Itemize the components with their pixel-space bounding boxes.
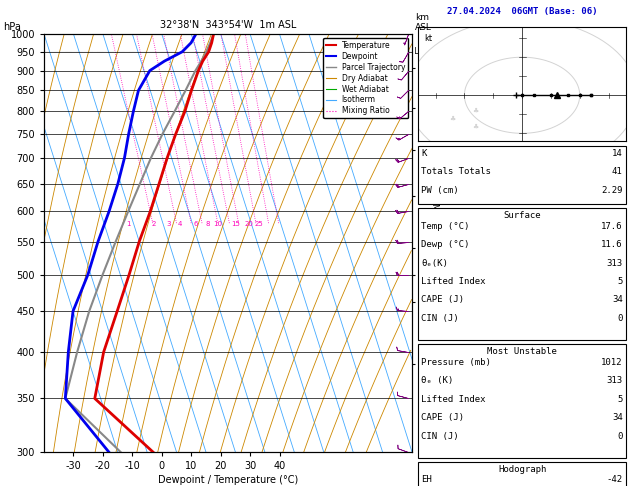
Text: Lifted Index: Lifted Index <box>421 395 486 404</box>
Text: 5: 5 <box>617 395 623 404</box>
Text: 17.6: 17.6 <box>601 222 623 231</box>
Text: CAPE (J): CAPE (J) <box>421 413 464 422</box>
Text: LCL: LCL <box>412 47 428 56</box>
Legend: Temperature, Dewpoint, Parcel Trajectory, Dry Adiabat, Wet Adiabat, Isotherm, Mi: Temperature, Dewpoint, Parcel Trajectory… <box>323 38 408 119</box>
Text: 1: 1 <box>126 221 131 227</box>
Text: 14: 14 <box>612 149 623 158</box>
Text: 25: 25 <box>255 221 264 227</box>
Text: 6: 6 <box>194 221 198 227</box>
Text: CIN (J): CIN (J) <box>421 314 459 323</box>
Text: 313: 313 <box>606 259 623 268</box>
Text: $\clubsuit$: $\clubsuit$ <box>449 113 457 123</box>
Text: 8: 8 <box>206 221 210 227</box>
Text: Lifted Index: Lifted Index <box>421 277 486 286</box>
Text: Most Unstable: Most Unstable <box>487 347 557 356</box>
Text: 4: 4 <box>177 221 182 227</box>
Text: 3: 3 <box>166 221 171 227</box>
Text: 2.29: 2.29 <box>601 186 623 195</box>
Text: 2: 2 <box>151 221 155 227</box>
Text: EH: EH <box>421 475 432 485</box>
Text: 34: 34 <box>612 413 623 422</box>
Text: K: K <box>421 149 427 158</box>
Text: 27.04.2024  06GMT (Base: 06): 27.04.2024 06GMT (Base: 06) <box>447 7 598 17</box>
Text: Temp (°C): Temp (°C) <box>421 222 470 231</box>
Text: 41: 41 <box>612 167 623 176</box>
Text: -42: -42 <box>606 475 623 485</box>
Text: km
ASL: km ASL <box>415 13 432 32</box>
Text: 10: 10 <box>213 221 222 227</box>
Text: CAPE (J): CAPE (J) <box>421 295 464 305</box>
Text: θₑ(K): θₑ(K) <box>421 259 448 268</box>
Text: Surface: Surface <box>503 211 541 220</box>
Text: 0: 0 <box>617 314 623 323</box>
Title: 32°38'N  343°54'W  1m ASL: 32°38'N 343°54'W 1m ASL <box>160 20 296 31</box>
Text: PW (cm): PW (cm) <box>421 186 459 195</box>
Text: 1012: 1012 <box>601 358 623 367</box>
Text: kt: kt <box>424 35 432 43</box>
Text: 5: 5 <box>617 277 623 286</box>
Text: 313: 313 <box>606 376 623 385</box>
Text: $\clubsuit$: $\clubsuit$ <box>472 121 480 131</box>
X-axis label: Dewpoint / Temperature (°C): Dewpoint / Temperature (°C) <box>158 475 298 485</box>
Text: 34: 34 <box>612 295 623 305</box>
Text: Pressure (mb): Pressure (mb) <box>421 358 491 367</box>
Text: 0: 0 <box>617 432 623 441</box>
Text: CIN (J): CIN (J) <box>421 432 459 441</box>
Text: 11.6: 11.6 <box>601 240 623 249</box>
Text: hPa: hPa <box>3 21 21 32</box>
Text: © weatheronline.co.uk: © weatheronline.co.uk <box>474 465 571 474</box>
Text: Totals Totals: Totals Totals <box>421 167 491 176</box>
Text: 15: 15 <box>231 221 240 227</box>
Text: Hodograph: Hodograph <box>498 465 546 474</box>
Text: θₑ (K): θₑ (K) <box>421 376 454 385</box>
Text: $\clubsuit$: $\clubsuit$ <box>472 105 480 115</box>
Text: Dewp (°C): Dewp (°C) <box>421 240 470 249</box>
Text: 20: 20 <box>244 221 253 227</box>
Y-axis label: Mixing Ratio (g/kg): Mixing Ratio (g/kg) <box>430 203 439 283</box>
